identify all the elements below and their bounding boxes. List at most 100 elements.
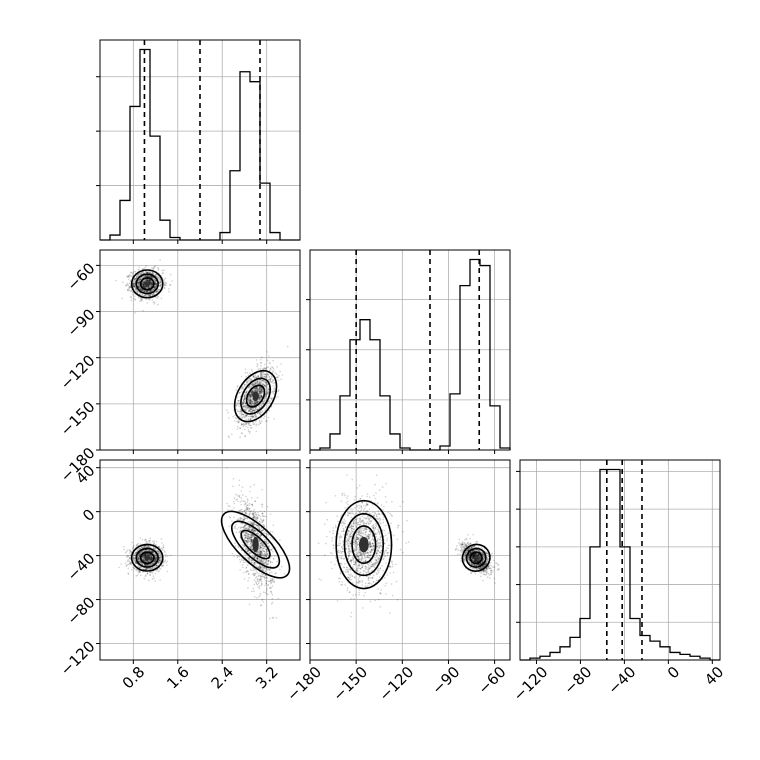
scatter-point [256, 578, 259, 581]
scatter-point [264, 584, 266, 587]
scatter-point [131, 541, 133, 544]
scatter-point [145, 271, 147, 274]
scatter-point [247, 418, 249, 420]
scatter-point [146, 572, 149, 574]
scatter-point [137, 282, 139, 284]
scatter-point [145, 285, 148, 288]
scatter-point [262, 402, 265, 405]
scatter-point [149, 271, 151, 274]
scatter-point [256, 584, 259, 586]
scatter-point [165, 561, 168, 564]
scatter-point [164, 559, 167, 562]
scatter-point [164, 282, 166, 284]
scatter-point [126, 276, 129, 278]
scatter-point [154, 274, 157, 277]
scatter-point [127, 555, 130, 557]
scatter-point [138, 279, 141, 282]
scatter-point [166, 560, 169, 563]
scatter-point [138, 279, 140, 281]
scatter-point [128, 278, 130, 281]
scatter-point [162, 546, 164, 548]
scatter-point [158, 284, 161, 287]
scatter-point [264, 570, 267, 572]
scatter-point [149, 281, 151, 284]
scatter-point [262, 380, 264, 382]
scatter-point [248, 537, 251, 539]
scatter-point [252, 423, 255, 426]
scatter-point [249, 526, 251, 529]
scatter-point [139, 547, 141, 550]
scatter-point [249, 424, 251, 427]
scatter-point [249, 418, 251, 421]
scatter-point [244, 383, 246, 386]
scatter-point [150, 283, 153, 286]
scatter-point [244, 400, 246, 403]
scatter-point [130, 271, 133, 274]
scatter-point [256, 412, 259, 415]
scatter-point [144, 280, 146, 283]
scatter-point [143, 283, 145, 286]
scatter-point [269, 617, 271, 620]
scatter-point [232, 416, 234, 418]
scatter-point [241, 499, 243, 502]
scatter-point [148, 294, 150, 296]
scatter-point [250, 415, 252, 417]
scatter-point [149, 276, 152, 279]
scatter-point [160, 284, 162, 287]
scatter-point [166, 555, 169, 557]
scatter-point [243, 516, 245, 518]
scatter-point [146, 278, 148, 281]
scatter-point [152, 292, 155, 295]
scatter-point [132, 297, 135, 300]
scatter-point [148, 275, 151, 278]
panel-scatter-x-y [96, 249, 301, 454]
scatter-point [157, 550, 159, 552]
scatter-point [149, 571, 151, 574]
scatter-point [140, 288, 142, 290]
scatter-point [249, 485, 252, 488]
scatter-point [240, 388, 242, 390]
scatter-point [266, 392, 268, 395]
scatter-point [149, 281, 151, 283]
scatter-point [143, 290, 145, 293]
scatter-point [132, 285, 135, 287]
scatter-point [153, 293, 155, 295]
scatter-point [246, 508, 249, 510]
scatter-point [145, 286, 147, 289]
scatter-point [132, 285, 135, 288]
scatter-point [283, 573, 286, 575]
scatter-point [140, 288, 142, 290]
scatter-point [271, 366, 273, 368]
scatter-point [165, 284, 167, 287]
scatter-point [145, 568, 148, 570]
scatter-point [140, 567, 143, 569]
scatter-point [163, 269, 165, 271]
scatter-point [265, 376, 268, 379]
scatter-point [156, 295, 159, 297]
scatter-point [244, 371, 247, 374]
scatter-point [131, 548, 134, 550]
scatter-point [128, 557, 131, 560]
scatter-point [155, 540, 158, 543]
scatter-point [156, 291, 158, 293]
scatter-point [256, 365, 258, 368]
scatter-point [237, 425, 239, 428]
scatter-point [269, 569, 272, 572]
scatter-point [240, 490, 243, 492]
scatter-point [128, 276, 130, 278]
scatter-point [261, 515, 264, 517]
scatter-point [145, 279, 147, 282]
scatter-point [239, 427, 241, 430]
scatter-point [243, 413, 245, 415]
scatter-point [251, 409, 254, 412]
scatter-point [246, 564, 249, 566]
scatter-point [256, 532, 259, 535]
scatter-point [122, 281, 124, 284]
scatter-point [142, 285, 145, 288]
scatter-point [127, 563, 129, 566]
scatter-point [270, 555, 273, 557]
scatter-point [140, 299, 142, 301]
density-core [252, 391, 259, 402]
scatter-point [262, 553, 264, 555]
